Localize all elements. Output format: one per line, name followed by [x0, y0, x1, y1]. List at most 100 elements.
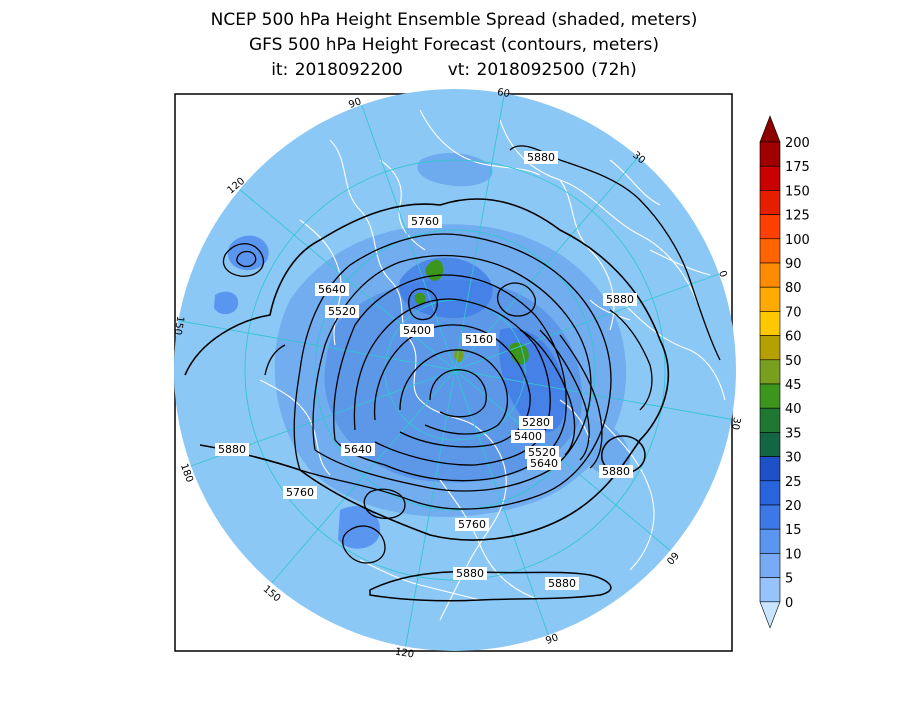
- spread-peak-4: [414, 292, 426, 305]
- colorbar-box: [759, 577, 781, 603]
- colorbar-min-triangle: [759, 601, 781, 629]
- colorbar-box: [759, 553, 781, 578]
- lon-label: 0: [716, 269, 729, 279]
- colorbar-box: [759, 214, 781, 240]
- contour-label: 5520: [525, 446, 559, 459]
- contour-labels: 5880 5760 5640 5520 5400 5160 5880 5280 …: [215, 151, 637, 590]
- svg-text:5280: 5280: [522, 416, 550, 429]
- contour-label: 5760: [455, 518, 489, 531]
- contour-label: 5880: [603, 293, 637, 306]
- lon-label: 60: [496, 87, 510, 100]
- colorbar-box: [759, 190, 781, 215]
- svg-text:5640: 5640: [530, 457, 558, 470]
- colorbar-tick-label: 60: [785, 330, 802, 345]
- colorbar-labels: 2001751501251009080706050454035302520151…: [785, 136, 810, 611]
- contour-label: 5160: [462, 333, 496, 346]
- colorbar-box: [759, 383, 781, 409]
- colorbar-tick-label: 90: [785, 257, 802, 272]
- colorbar-tick-label: 150: [785, 184, 810, 199]
- colorbar-box: [759, 456, 781, 482]
- title-line-1: NCEP 500 hPa Height Ensemble Spread (sha…: [210, 10, 698, 30]
- colorbar-tick-label: 15: [785, 523, 802, 538]
- contour-label: 5400: [400, 324, 434, 337]
- contour-label: 5880: [599, 465, 633, 478]
- colorbar-box: [759, 141, 781, 167]
- colorbar-box: [759, 335, 781, 361]
- contour-label: 5640: [341, 443, 375, 456]
- init-time: it: 2018092200: [271, 60, 403, 80]
- contour-label: 5280: [519, 416, 553, 429]
- svg-text:5880: 5880: [602, 465, 630, 478]
- contour-label: 5400: [511, 430, 545, 443]
- colorbar-box: [759, 480, 781, 506]
- svg-text:5880: 5880: [456, 567, 484, 580]
- contour-label: 5640: [527, 457, 561, 470]
- colorbar-boxes: [759, 115, 781, 629]
- colorbar-tick-label: 100: [785, 233, 810, 248]
- valid-time: vt: 2018092500 (72h): [447, 60, 637, 80]
- colorbar-tick-label: 125: [785, 209, 810, 224]
- title-line-2: GFS 500 hPa Height Forecast (contours, m…: [249, 35, 659, 55]
- colorbar-box: [759, 262, 781, 288]
- colorbar-box: [759, 238, 781, 264]
- lon-label: 90: [544, 632, 560, 647]
- lon-label: 120: [394, 646, 415, 660]
- colorbar-max-triangle: [759, 115, 781, 143]
- lon-label: 30: [729, 416, 742, 430]
- colorbar-tick-label: 45: [785, 378, 802, 393]
- svg-text:5520: 5520: [328, 305, 356, 318]
- svg-text:5880: 5880: [606, 293, 634, 306]
- colorbar-tick-label: 0: [785, 596, 793, 611]
- svg-text:5400: 5400: [514, 430, 542, 443]
- lon-label: 90: [347, 96, 363, 111]
- colorbar-tick-label: 70: [785, 305, 802, 320]
- svg-text:5760: 5760: [458, 518, 486, 531]
- contour-label: 5880: [215, 443, 249, 456]
- contour-label: 5880: [453, 567, 487, 580]
- colorbar-tick-label: 50: [785, 354, 802, 369]
- colorbar-tick-label: 200: [785, 136, 810, 151]
- colorbar-tick-label: 20: [785, 499, 802, 514]
- spread-peak-3: [454, 348, 464, 363]
- contour-label: 5880: [545, 577, 579, 590]
- svg-text:5160: 5160: [465, 333, 493, 346]
- contour-label: 5520: [325, 305, 359, 318]
- colorbar-box: [759, 286, 781, 312]
- svg-text:5880: 5880: [218, 443, 246, 456]
- colorbar-tick-label: 25: [785, 475, 802, 490]
- colorbar-tick-label: 175: [785, 160, 810, 175]
- contour-label: 5880: [524, 151, 558, 164]
- colorbar-tick-label: 5: [785, 572, 793, 587]
- svg-text:5400: 5400: [403, 324, 431, 337]
- contour-label: 5640: [315, 283, 349, 296]
- coastlines: [259, 109, 726, 621]
- colorbar-tick-label: 35: [785, 426, 802, 441]
- colorbar-tick-label: 10: [785, 547, 802, 562]
- title-block: NCEP 500 hPa Height Ensemble Spread (sha…: [0, 8, 908, 83]
- colorbar-box: [759, 407, 781, 433]
- svg-text:5880: 5880: [527, 151, 555, 164]
- colorbar-box: [759, 432, 781, 457]
- svg-text:5640: 5640: [318, 283, 346, 296]
- colorbar-box: [759, 165, 781, 191]
- svg-text:5880: 5880: [548, 577, 576, 590]
- svg-text:5520: 5520: [528, 446, 556, 459]
- colorbar-box: [759, 359, 781, 385]
- colorbar-box: [759, 311, 781, 336]
- title-line-3: it: 2018092200 vt: 2018092500 (72h): [0, 58, 908, 83]
- contour-label: 5760: [408, 215, 442, 228]
- height-contours: [184, 145, 721, 602]
- colorbar-tick-label: 30: [785, 451, 802, 466]
- contour-label: 5760: [283, 486, 317, 499]
- svg-text:5760: 5760: [411, 215, 439, 228]
- colorbar-tick-label: 80: [785, 281, 802, 296]
- colorbar-tick-label: 40: [785, 402, 802, 417]
- map-disc: 5880 5760 5640 5520 5400 5160 5880 5280 …: [174, 89, 736, 651]
- svg-text:5760: 5760: [286, 486, 314, 499]
- colorbar-legend: 2001751501251009080706050454035302520151…: [759, 115, 810, 629]
- colorbar-box: [759, 504, 781, 530]
- svg-text:5640: 5640: [344, 443, 372, 456]
- colorbar-box: [759, 528, 781, 554]
- lon-label: 150: [171, 315, 185, 336]
